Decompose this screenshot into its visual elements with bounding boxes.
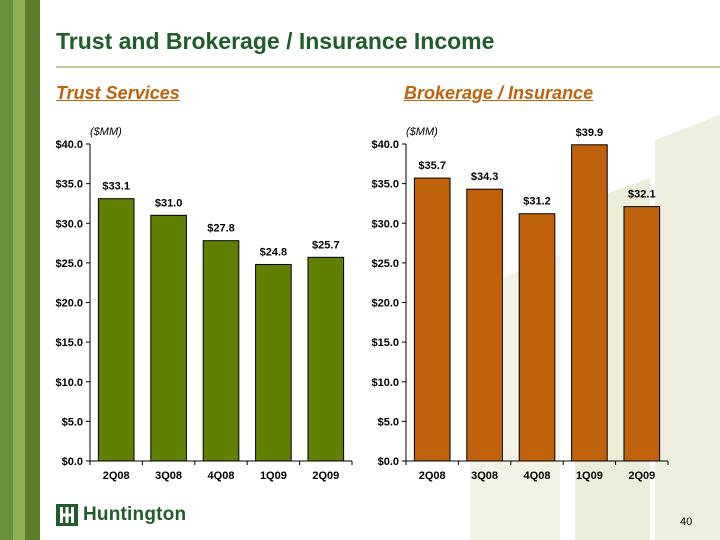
x-tick-label: 3Q08 xyxy=(471,470,498,482)
y-tick-label: $10.0 xyxy=(371,377,399,389)
x-tick-label: 2Q09 xyxy=(312,470,339,482)
y-tick-label: $15.0 xyxy=(55,337,83,349)
data-label: $35.7 xyxy=(418,160,446,172)
trust-services-chart: ($MM) $0.0 $5.0 $10.0 $15.0 $20.0 $25.0 $30.0 $3… xyxy=(55,126,353,482)
x-tick-label: 4Q08 xyxy=(208,470,235,482)
logo-text: Huntington xyxy=(83,504,187,525)
data-label: $31.2 xyxy=(523,196,551,208)
brokerage-chart-title: Brokerage / Insurance xyxy=(404,83,594,103)
logo-mark-icon xyxy=(56,504,78,526)
y-tick-label: $30.0 xyxy=(371,218,399,230)
bar xyxy=(97,198,135,462)
bar xyxy=(150,214,187,462)
bar xyxy=(202,240,240,462)
bar xyxy=(518,213,556,462)
y-tick-label: $5.0 xyxy=(378,416,399,428)
x-tick-label: 2Q08 xyxy=(419,470,446,482)
data-label: $39.9 xyxy=(576,127,604,139)
data-label: $25.7 xyxy=(312,239,340,251)
bar xyxy=(623,206,661,462)
x-tick-label: 4Q08 xyxy=(524,470,551,482)
data-label: $27.8 xyxy=(207,223,235,235)
data-label: $32.1 xyxy=(628,189,656,201)
huntington-logo: Huntington xyxy=(56,504,186,526)
x-tick-label: 2Q08 xyxy=(103,470,130,482)
stripe xyxy=(0,0,13,540)
bar xyxy=(413,177,451,462)
y-tick-label: $0.0 xyxy=(378,456,399,468)
unit-label: ($MM) xyxy=(406,126,438,138)
x-tick-label: 2Q09 xyxy=(628,470,655,482)
y-tick-label: $30.0 xyxy=(55,218,83,230)
bar xyxy=(571,144,608,462)
left-stripes xyxy=(0,0,40,540)
y-tick-label: $5.0 xyxy=(62,416,83,428)
trust-chart-title: Trust Services xyxy=(56,83,180,103)
y-tick-label: $0.0 xyxy=(62,456,83,468)
page-title: Trust and Brokerage / Insurance Income xyxy=(56,28,495,54)
y-tick-label: $25.0 xyxy=(371,258,399,270)
page-number: 40 xyxy=(680,516,693,528)
unit-label: ($MM) xyxy=(90,126,122,138)
y-tick-label: $15.0 xyxy=(371,337,399,349)
data-label: $34.3 xyxy=(471,171,499,183)
data-label: $31.0 xyxy=(155,197,183,209)
x-tick-label: 3Q08 xyxy=(155,470,182,482)
y-tick-label: $40.0 xyxy=(371,139,399,151)
title-divider xyxy=(56,66,720,68)
y-tick-label: $35.0 xyxy=(371,179,399,191)
brokerage-insurance-chart: ($MM) $0.0 $5.0 $10.0 $15.0 $20.0 $25.0 $30.0 $3… xyxy=(371,126,669,482)
stripe xyxy=(13,0,25,540)
bar xyxy=(255,263,292,462)
x-tick-label: 1Q09 xyxy=(260,470,287,482)
y-tick-label: $35.0 xyxy=(55,179,83,191)
bar xyxy=(466,188,503,462)
data-label: $33.1 xyxy=(102,181,130,193)
bar xyxy=(307,256,345,462)
y-tick-label: $20.0 xyxy=(55,298,83,310)
stripe xyxy=(25,0,40,540)
data-label: $24.8 xyxy=(260,246,288,258)
y-tick-label: $40.0 xyxy=(55,139,83,151)
x-tick-label: 1Q09 xyxy=(576,470,603,482)
y-tick-label: $25.0 xyxy=(55,258,83,270)
y-tick-label: $20.0 xyxy=(371,298,399,310)
y-tick-label: $10.0 xyxy=(55,377,83,389)
